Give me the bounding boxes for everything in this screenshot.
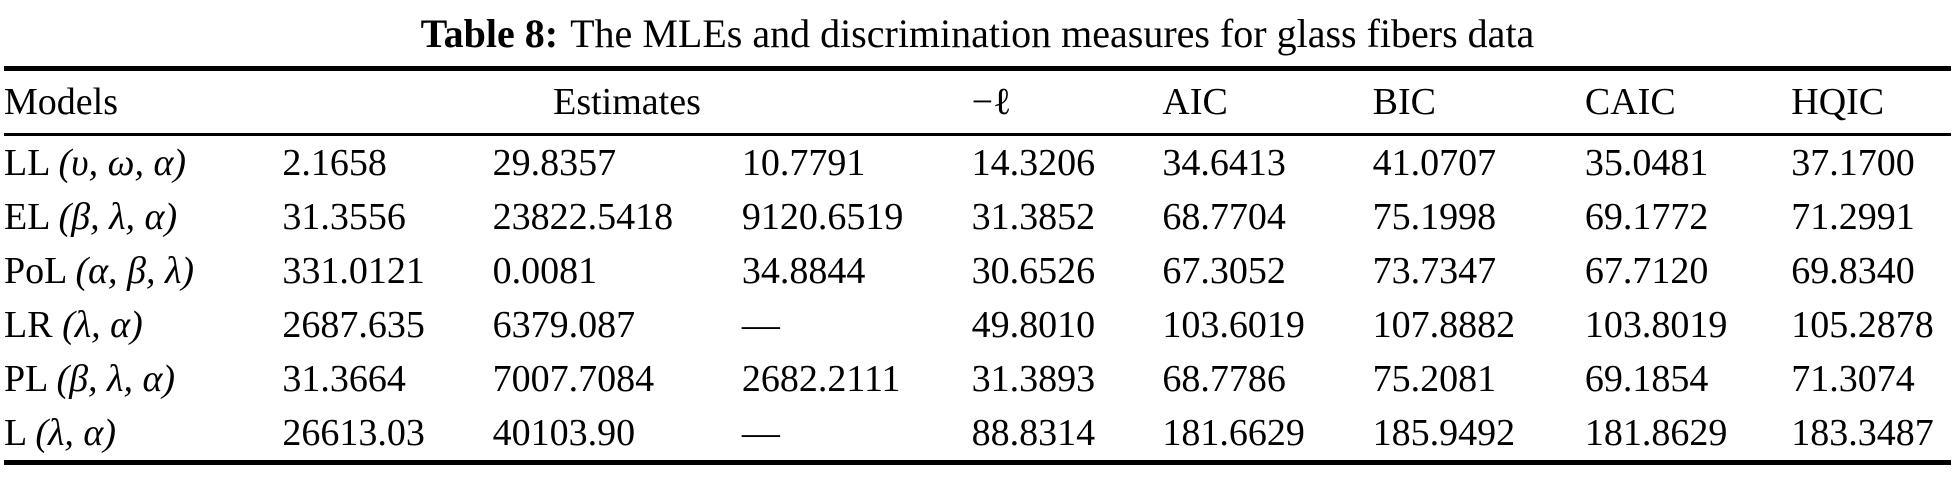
mle-table: Models Estimates −ℓ AIC BIC CAIC HQIC LL… [4, 66, 1951, 465]
model-name: LR [4, 304, 53, 346]
estimate-1-cell: 31.3556 [282, 196, 406, 238]
estimate-3-cell: — [741, 304, 780, 346]
table-header-row: Models Estimates −ℓ AIC BIC CAIC HQIC [4, 69, 1951, 135]
estimate-3-cell: 9120.6519 [741, 196, 904, 238]
model-name-cell: PoL (α, β, λ) [4, 244, 282, 298]
model-name-cell: LL (υ, ω, α) [4, 135, 282, 191]
column-header-neg-log-likelihood: −ℓ [971, 81, 1012, 123]
model-name: LL [4, 142, 50, 184]
model-name-cell: EL (β, λ, α) [4, 190, 282, 244]
estimate-1-cell: 2.1658 [282, 142, 387, 184]
table-row: EL (β, λ, α) 31.3556 23822.5418 9120.651… [4, 190, 1951, 244]
estimate-2-cell: 29.8357 [492, 142, 617, 184]
column-header-caic: CAIC [1584, 81, 1676, 123]
table-row: L (λ, α) 26613.03 40103.90 — 88.8314 181… [4, 406, 1951, 463]
model-name-cell: PL (β, λ, α) [4, 352, 282, 406]
estimate-2-cell: 7007.7084 [492, 358, 655, 400]
aic-cell: 67.3052 [1162, 250, 1286, 292]
table-row: LL (υ, ω, α) 2.1658 29.8357 10.7791 14.3… [4, 135, 1951, 191]
neg-log-likelihood-cell: 88.8314 [971, 412, 1096, 454]
caic-cell: 67.7120 [1584, 250, 1709, 292]
model-name: PL [4, 358, 47, 400]
caic-cell: 35.0481 [1584, 142, 1709, 184]
column-header-aic: AIC [1162, 81, 1228, 123]
hqic-cell: 69.8340 [1791, 250, 1915, 292]
hqic-cell: 183.3487 [1791, 412, 1934, 454]
aic-cell: 34.6413 [1162, 142, 1286, 184]
estimate-2-cell: 23822.5418 [492, 196, 674, 238]
model-name-cell: L (λ, α) [4, 406, 282, 463]
estimate-1-cell: 2687.635 [282, 304, 425, 346]
hqic-cell: 71.2991 [1791, 196, 1915, 238]
table-row: PL (β, λ, α) 31.3664 7007.7084 2682.2111… [4, 352, 1951, 406]
caic-cell: 69.1854 [1584, 358, 1709, 400]
hqic-cell: 71.3074 [1791, 358, 1915, 400]
hqic-cell: 37.1700 [1791, 142, 1915, 184]
caic-cell: 103.8019 [1584, 304, 1728, 346]
estimate-2-cell: 40103.90 [492, 412, 636, 454]
estimate-3-cell: 34.8844 [741, 250, 866, 292]
estimate-1-cell: 26613.03 [282, 412, 425, 454]
caic-cell: 181.8629 [1584, 412, 1728, 454]
table-row: PoL (α, β, λ) 331.0121 0.0081 34.8844 30… [4, 244, 1951, 298]
model-name: L [4, 412, 26, 454]
bic-cell: 75.1998 [1372, 196, 1497, 238]
column-header-hqic: HQIC [1791, 81, 1885, 123]
estimate-1-cell: 331.0121 [282, 250, 425, 292]
caic-cell: 69.1772 [1584, 196, 1709, 238]
model-params: (β, λ, α) [56, 358, 176, 400]
neg-log-likelihood-cell: 31.3852 [971, 196, 1096, 238]
table-caption-label: Table 8: [420, 11, 559, 56]
hqic-cell: 105.2878 [1791, 304, 1934, 346]
neg-log-likelihood-cell: 30.6526 [971, 250, 1096, 292]
estimate-2-cell: 6379.087 [492, 304, 636, 346]
bic-cell: 107.8882 [1372, 304, 1516, 346]
model-params: (λ, α) [35, 412, 117, 454]
estimate-2-cell: 0.0081 [492, 250, 598, 292]
paper-table-page: Table 8: The MLEs and discrimination meas… [0, 0, 1955, 465]
neg-log-likelihood-cell: 49.8010 [971, 304, 1096, 346]
model-name: PoL [4, 250, 66, 292]
bic-cell: 73.7347 [1372, 250, 1497, 292]
model-name: EL [4, 196, 50, 238]
estimate-3-cell: 2682.2111 [741, 358, 901, 400]
bic-cell: 185.9492 [1372, 412, 1516, 454]
bic-cell: 41.0707 [1372, 142, 1497, 184]
model-params: (λ, α) [62, 304, 143, 346]
column-header-estimates: Estimates [553, 81, 701, 123]
model-name-cell: LR (λ, α) [4, 298, 282, 352]
table-caption: Table 8: The MLEs and discrimination meas… [0, 0, 1955, 66]
estimate-3-cell: — [741, 412, 780, 454]
aic-cell: 68.7786 [1162, 358, 1286, 400]
aic-cell: 181.6629 [1162, 412, 1305, 454]
column-header-models: Models [4, 81, 118, 123]
model-params: (υ, ω, α) [58, 142, 187, 184]
aic-cell: 103.6019 [1162, 304, 1305, 346]
neg-log-likelihood-cell: 14.3206 [971, 142, 1096, 184]
bic-cell: 75.2081 [1372, 358, 1497, 400]
estimate-1-cell: 31.3664 [282, 358, 406, 400]
aic-cell: 68.7704 [1162, 196, 1286, 238]
table-caption-text: The MLEs and discrimination measures for… [570, 11, 1535, 56]
neg-log-likelihood-cell: 31.3893 [971, 358, 1096, 400]
estimate-3-cell: 10.7791 [741, 142, 866, 184]
table-row: LR (λ, α) 2687.635 6379.087 — 49.8010 10… [4, 298, 1951, 352]
model-params: (β, λ, α) [58, 196, 178, 238]
model-params: (α, β, λ) [75, 250, 195, 292]
column-header-bic: BIC [1372, 81, 1437, 123]
